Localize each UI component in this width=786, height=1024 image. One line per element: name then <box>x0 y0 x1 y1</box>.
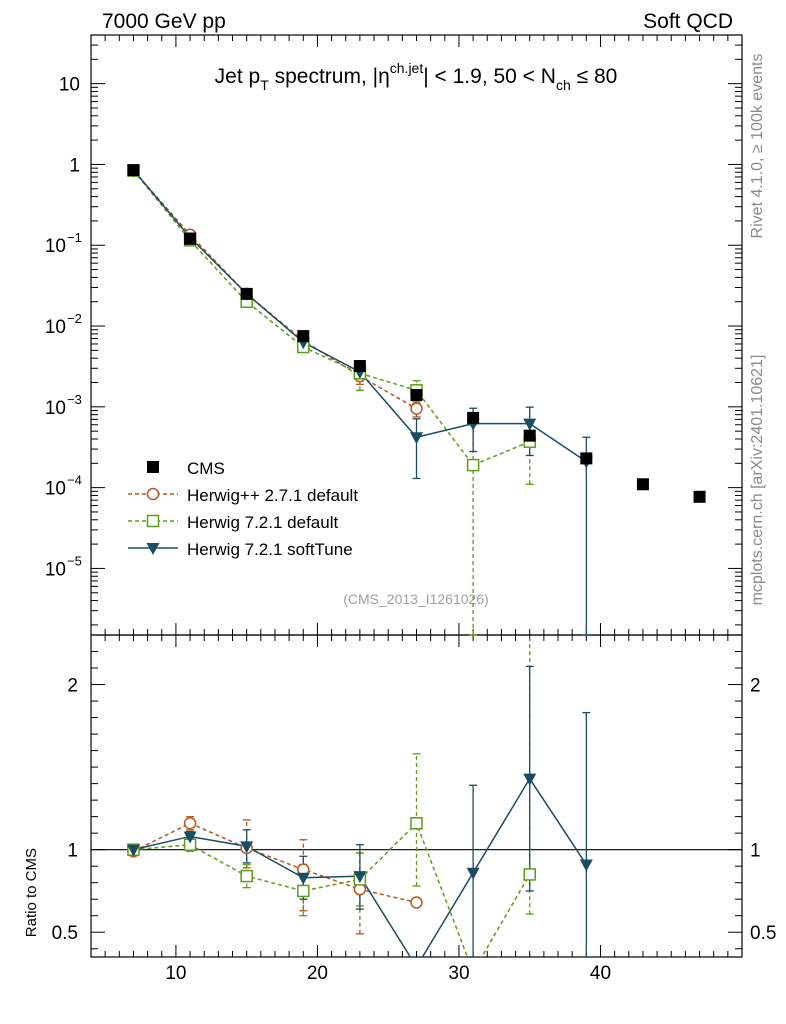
legend-label: Herwig++ 2.7.1 default <box>187 486 358 505</box>
data-point <box>147 461 159 473</box>
data-point <box>127 164 140 177</box>
x-tick-label: 40 <box>590 963 611 984</box>
y-tick-label-exponent: −1 <box>67 230 82 245</box>
rivet-version-label: Rivet 4.1.0, ≥ 100k events <box>749 54 766 239</box>
legend: CMS Herwig++ 2.7.1 default Herwig 7.2.1 de… <box>128 459 358 559</box>
y-tick-label-ratio-right: 1 <box>750 841 761 862</box>
data-point <box>146 514 160 528</box>
data-point <box>579 859 593 872</box>
legend-label: Herwig 7.2.1 default <box>187 513 338 532</box>
legend-label: Herwig 7.2.1 softTune <box>187 540 353 559</box>
y-tick-label-main: 1 <box>69 155 80 176</box>
category-label: Soft QCD <box>643 10 733 33</box>
data-point <box>410 432 423 445</box>
analysis-id: (CMS_2013_I1261026) <box>343 591 489 607</box>
y-tick-label-main: 10 <box>59 75 80 96</box>
data-point <box>240 841 254 854</box>
y-tick-label-exponent: −3 <box>67 392 82 407</box>
data-point <box>240 869 253 883</box>
data-point <box>146 543 160 555</box>
chart-title: Jet pT spectrum, |ηch.jet| < 1.9, 50 < N… <box>215 60 618 93</box>
y-tick-label-main: 10 <box>45 317 66 338</box>
data-point <box>466 867 480 880</box>
y-tick-label-ratio-right: 0.5 <box>750 923 776 944</box>
data-point <box>353 871 367 884</box>
data-point <box>693 490 706 503</box>
data-point <box>296 872 310 885</box>
legend-label: CMS <box>187 459 225 478</box>
title-part-c: | < 1.9, 50 < N <box>423 65 556 88</box>
data-point <box>297 330 310 343</box>
data-point <box>523 418 537 431</box>
data-point <box>523 773 537 786</box>
data-point <box>410 402 423 415</box>
y-tick-label-exponent: −4 <box>67 473 82 488</box>
y-tick-label-exponent: −2 <box>67 311 82 326</box>
data-point <box>636 478 649 491</box>
data-point <box>467 411 480 424</box>
y-tick-label-ratio: 0.5 <box>52 923 78 944</box>
data-point <box>523 868 536 881</box>
x-tick-label: 30 <box>448 963 469 984</box>
data-point <box>183 831 197 844</box>
energy-label: 7000 GeV pp <box>102 10 226 33</box>
y-tick-label-main: 10 <box>45 559 66 580</box>
data-point <box>184 232 197 245</box>
data-point <box>353 360 366 373</box>
title-part-a-sub: T <box>260 77 269 93</box>
y-tick-label-ratio: 2 <box>67 676 78 697</box>
y-tick-label-exponent: −5 <box>67 553 82 568</box>
data-point <box>410 816 423 830</box>
title-part-d: ≤ 80 <box>571 65 618 88</box>
data-point <box>146 487 160 501</box>
y-tick-label-ratio-right: 2 <box>750 676 761 697</box>
data-point <box>297 884 310 898</box>
mcplots-label: mcplots.cern.ch [arXiv:2401.10621] <box>749 355 766 606</box>
data-point <box>523 429 536 442</box>
series-line-ratio <box>133 821 531 957</box>
y-tick-label-main: 10 <box>45 236 66 257</box>
y-tick-label-main: 10 <box>45 398 66 419</box>
series-line-main <box>132 170 417 410</box>
series-line-main <box>132 169 587 463</box>
x-tick-label: 10 <box>165 963 186 984</box>
data-point <box>126 844 140 857</box>
main-data-group <box>126 164 706 636</box>
data-point <box>466 458 480 472</box>
title-part-c-sub: ch <box>556 77 571 93</box>
title-part-a: Jet p <box>215 65 261 88</box>
data-point <box>410 389 423 402</box>
y-tick-label-ratio: 1 <box>67 841 78 862</box>
title-part-b: spectrum, |η <box>269 65 390 88</box>
data-point <box>580 452 593 465</box>
data-point <box>240 287 253 300</box>
ratio-axis-label: Ratio to CMS <box>23 848 40 937</box>
ratio-data-group <box>126 635 593 957</box>
title-part-b-sup: ch.jet <box>390 60 424 76</box>
data-point <box>410 896 423 909</box>
data-point <box>183 816 197 830</box>
y-tick-label-main: 10 <box>45 479 66 500</box>
x-tick-label: 20 <box>307 963 328 984</box>
